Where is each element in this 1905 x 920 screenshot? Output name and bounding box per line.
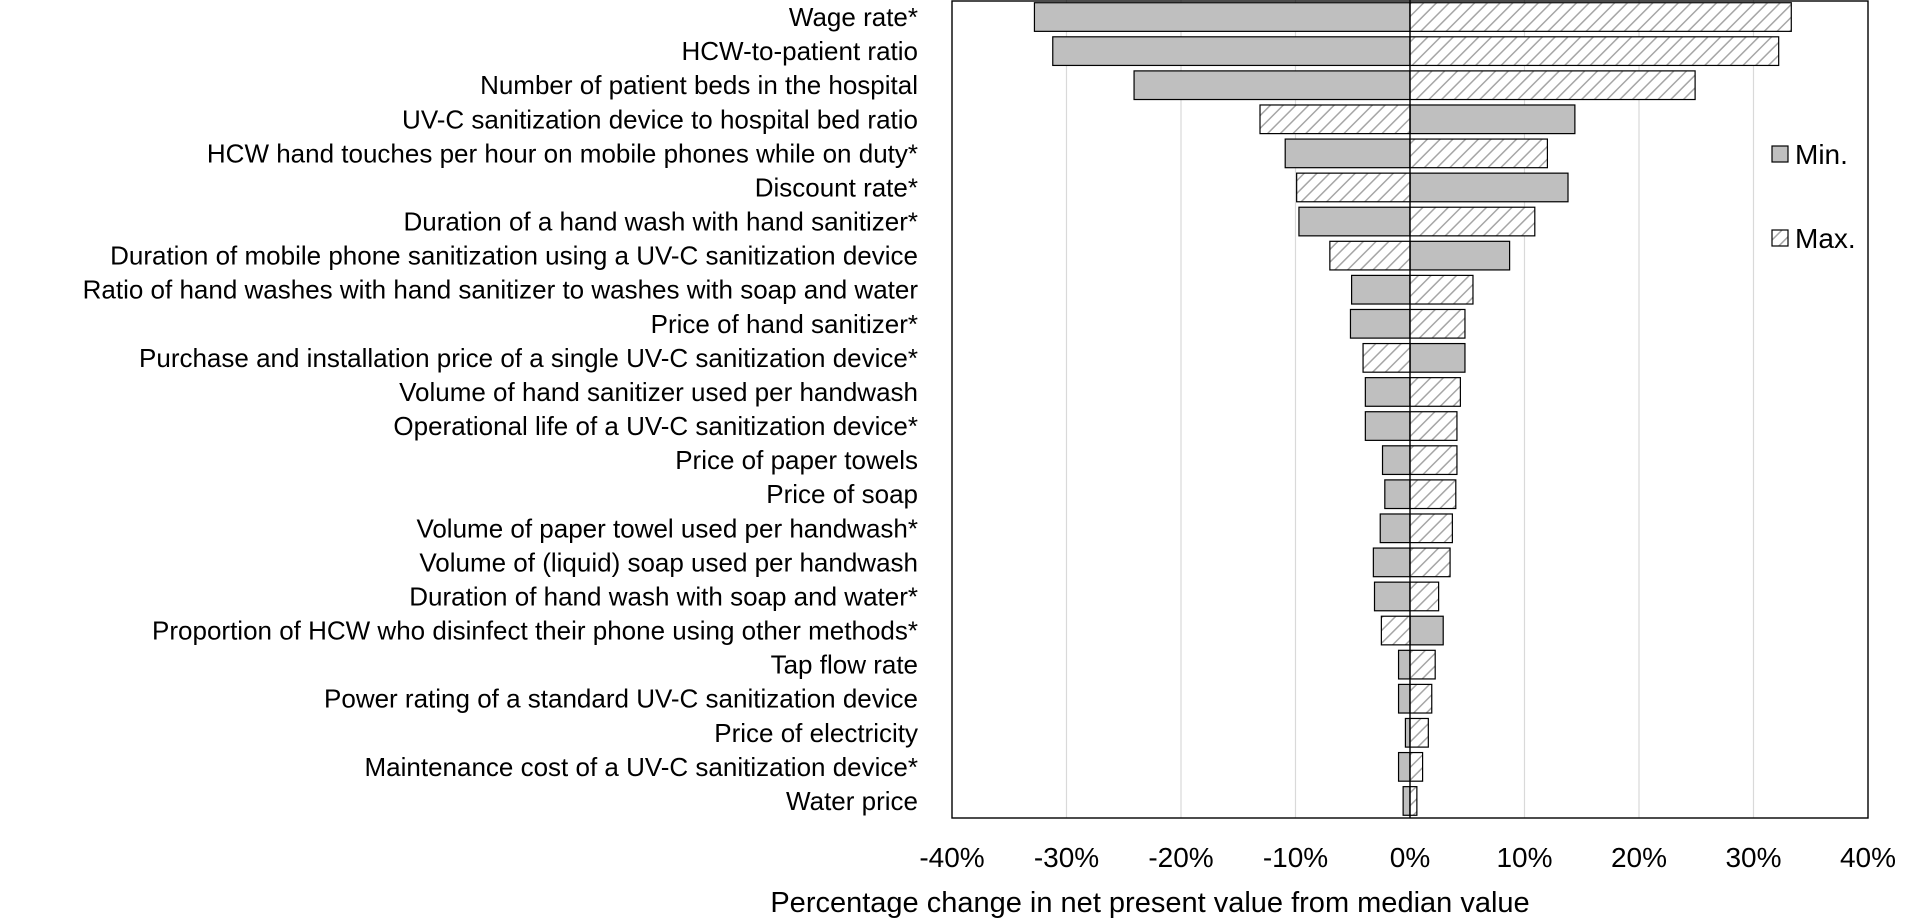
bar-min	[1364, 411, 1411, 441]
bar-max	[1409, 411, 1458, 441]
category-label: Duration of mobile phone sanitization us…	[110, 241, 918, 271]
bar-max	[1409, 547, 1451, 578]
category-label: Water price	[786, 786, 918, 816]
x-tick-label: -20%	[1148, 842, 1213, 873]
x-axis-title: Percentage change in net present value f…	[770, 887, 1529, 919]
category-labels: Wage rate* HCW-to-patient ratio Number of …	[83, 2, 919, 816]
bar-min	[1373, 581, 1411, 612]
category-label: Tap flow rate	[771, 650, 918, 680]
x-tick-label: 30%	[1725, 842, 1781, 873]
bar-min	[1033, 2, 1411, 32]
x-axis-ticks: -40% -30% -20% -10% 0% 10% 20% 30% 40%	[919, 842, 1896, 873]
bar-min	[1052, 36, 1411, 67]
legend-label-min: Min.	[1795, 139, 1848, 170]
bar-max	[1409, 717, 1429, 748]
bar-min	[1133, 70, 1411, 101]
bar-min	[1397, 751, 1411, 782]
bar-max	[1409, 2, 1792, 32]
bar-min	[1402, 786, 1411, 816]
category-label: Number of patient beds in the hospital	[480, 70, 918, 100]
bar-max	[1409, 138, 1548, 169]
bar-max	[1409, 513, 1453, 544]
bar-max	[1409, 683, 1433, 714]
bar-max	[1409, 274, 1474, 305]
bar-min	[1409, 240, 1511, 271]
bar-min	[1409, 172, 1569, 203]
bar-max	[1409, 751, 1424, 782]
x-tick-label: 20%	[1611, 842, 1667, 873]
bar-max	[1409, 649, 1436, 680]
bars	[1033, 0, 1792, 818]
category-label: Wage rate*	[789, 2, 918, 32]
bar-min	[1409, 104, 1576, 135]
bar-min	[1409, 615, 1444, 646]
x-tick-label: 0%	[1390, 842, 1430, 873]
category-label: Price of soap	[766, 479, 918, 509]
bar-max	[1380, 615, 1411, 646]
x-tick-label: -40%	[919, 842, 984, 873]
legend: Min. Max.	[1771, 139, 1856, 254]
bar-max	[1409, 581, 1440, 612]
category-label: Volume of (liquid) soap used per handwas…	[419, 547, 918, 577]
category-label: Price of electricity	[714, 718, 918, 748]
bar-min	[1379, 513, 1411, 544]
plot-border	[951, 0, 1869, 819]
category-label: Purchase and installation price of a sin…	[139, 343, 918, 373]
bar-min	[1409, 342, 1466, 373]
bar-max	[1409, 70, 1696, 101]
bar-min	[1372, 547, 1411, 578]
bar-max	[1409, 445, 1458, 476]
category-label: Power rating of a standard UV-C sanitiza…	[324, 684, 918, 714]
legend-swatch-max	[1771, 229, 1789, 247]
x-tick-label: 40%	[1840, 842, 1896, 873]
bar-max	[1409, 377, 1461, 407]
x-tick-label: -10%	[1263, 842, 1328, 873]
category-label: Price of hand sanitizer*	[651, 309, 918, 339]
category-label: Price of paper towels	[675, 445, 918, 475]
bar-min	[1397, 649, 1411, 680]
bar-max	[1409, 206, 1536, 237]
bar-max	[1409, 479, 1457, 510]
category-label: Volume of paper towel used per handwash*	[416, 513, 918, 543]
bar-max	[1409, 786, 1418, 816]
bar-max	[1409, 308, 1466, 339]
category-label: UV-C sanitization device to hospital bed…	[402, 104, 918, 134]
bar-min	[1397, 683, 1411, 714]
bar-min	[1284, 138, 1411, 169]
bar-max	[1259, 104, 1411, 135]
category-label: Discount rate*	[755, 172, 918, 202]
category-label: Operational life of a UV-C sanitization …	[393, 411, 918, 441]
plot-frame	[951, 0, 1869, 819]
bar-min	[1349, 308, 1411, 339]
bar-max	[1296, 172, 1411, 203]
x-tick-label: -30%	[1034, 842, 1099, 873]
category-label: Maintenance cost of a UV-C sanitization …	[364, 752, 918, 782]
legend-swatch-min	[1771, 145, 1789, 163]
category-label: Duration of a hand wash with hand saniti…	[403, 207, 918, 237]
x-tick-label: 10%	[1496, 842, 1552, 873]
category-label: HCW-to-patient ratio	[682, 36, 919, 66]
category-label: Duration of hand wash with soap and wate…	[409, 581, 918, 611]
bar-max	[1409, 36, 1780, 67]
bar-max	[1362, 342, 1411, 373]
bar-min	[1351, 274, 1411, 305]
bar-min	[1298, 206, 1411, 237]
legend-label-max: Max.	[1795, 223, 1856, 254]
category-label: Volume of hand sanitizer used per handwa…	[399, 377, 918, 407]
bar-max	[1329, 240, 1411, 271]
category-label: Ratio of hand washes with hand sanitizer…	[83, 275, 919, 305]
bar-min	[1381, 445, 1411, 476]
bar-min	[1384, 479, 1411, 510]
category-label: HCW hand touches per hour on mobile phon…	[207, 138, 918, 168]
bar-min	[1364, 377, 1411, 407]
category-label: Proportion of HCW who disinfect their ph…	[152, 616, 918, 646]
